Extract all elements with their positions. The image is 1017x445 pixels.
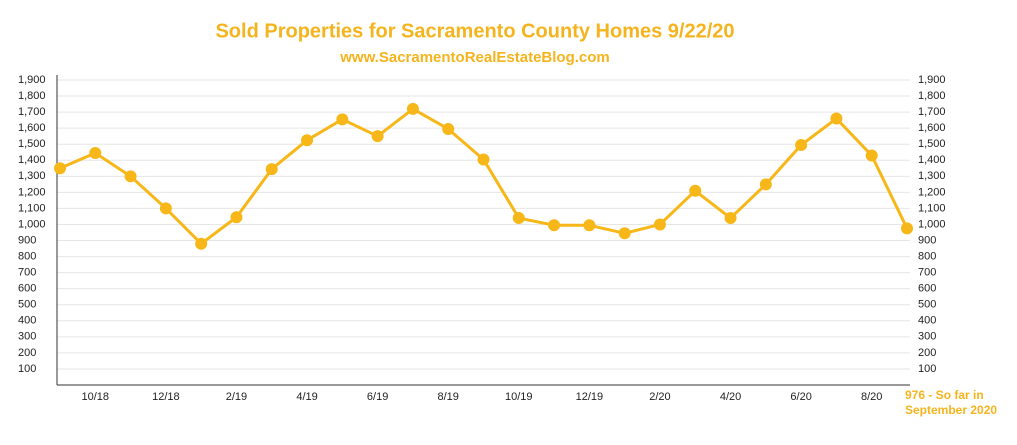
point — [89, 147, 102, 160]
point — [795, 139, 808, 152]
point — [689, 184, 702, 197]
x-tick-label: 8/19 — [437, 391, 458, 403]
point — [583, 219, 596, 232]
point — [865, 149, 878, 162]
point — [336, 113, 349, 126]
point — [830, 112, 843, 125]
y-tick-label: 600 — [18, 283, 36, 295]
y-tick-label-right: 1,100 — [918, 202, 946, 214]
x-tick-label: 6/19 — [367, 391, 388, 403]
y-tick-label-right: 1,700 — [918, 106, 946, 118]
x-tick-label: 12/18 — [152, 391, 180, 403]
x-tick-label: 2/19 — [226, 391, 247, 403]
point — [230, 211, 243, 224]
point — [195, 237, 208, 250]
y-tick-label-right: 1,600 — [918, 122, 946, 134]
y-tick-label-right: 300 — [918, 331, 936, 343]
y-tick-label-right: 100 — [918, 363, 936, 375]
y-tick-label: 200 — [18, 347, 36, 359]
annotation: September 2020 — [905, 403, 997, 417]
x-tick-label: 12/19 — [576, 391, 604, 403]
y-tick-label: 900 — [18, 234, 36, 246]
point — [724, 212, 737, 225]
y-tick-label: 1,200 — [18, 186, 46, 198]
point — [477, 153, 490, 166]
x-tick-label: 10/19 — [505, 391, 533, 403]
point — [653, 218, 666, 231]
point — [901, 222, 913, 235]
y-tick-label: 100 — [18, 363, 36, 375]
point — [406, 102, 419, 115]
chart-subtitle: www.SacramentoRealEstateBlog.com — [339, 49, 610, 66]
y-tick-label: 1,000 — [18, 218, 46, 230]
y-tick-label-right: 200 — [918, 347, 936, 359]
y-tick-label: 500 — [18, 299, 36, 311]
y-tick-label: 1,400 — [18, 154, 46, 166]
y-tick-label: 400 — [18, 315, 36, 327]
y-tick-label-right: 1,200 — [918, 186, 946, 198]
x-tick-label: 4/20 — [720, 391, 741, 403]
y-tick-label-right: 800 — [918, 250, 936, 262]
y-tick-label-right: 1,400 — [918, 154, 946, 166]
y-tick-label: 1,600 — [18, 122, 46, 134]
y-tick-label-right: 700 — [918, 267, 936, 279]
y-tick-label: 1,900 — [18, 74, 46, 86]
point — [124, 170, 137, 183]
chart-title: Sold Properties for Sacramento County Ho… — [215, 20, 734, 42]
point — [159, 202, 172, 215]
x-tick-label: 2/20 — [649, 391, 670, 403]
annotation: 976 - So far in — [905, 388, 984, 402]
y-tick-label: 1,500 — [18, 138, 46, 150]
y-tick-label-right: 600 — [918, 283, 936, 295]
y-tick-label-right: 1,500 — [918, 138, 946, 150]
point — [442, 122, 455, 135]
y-tick-label: 1,700 — [18, 106, 46, 118]
y-tick-label-right: 900 — [918, 234, 936, 246]
y-tick-label-right: 1,800 — [918, 90, 946, 102]
y-tick-label: 700 — [18, 267, 36, 279]
x-tick-label: 4/19 — [296, 391, 317, 403]
y-tick-label: 1,800 — [18, 90, 46, 102]
point — [618, 227, 631, 240]
y-tick-label-right: 1,000 — [918, 218, 946, 230]
point — [759, 178, 772, 191]
y-tick-label-right: 500 — [918, 299, 936, 311]
y-tick-label-right: 400 — [918, 315, 936, 327]
y-tick-label: 1,100 — [18, 202, 46, 214]
x-tick-label: 8/20 — [861, 391, 882, 403]
point — [548, 219, 561, 232]
x-tick-label: 10/18 — [82, 391, 110, 403]
y-tick-label: 1,300 — [18, 170, 46, 182]
y-tick-label: 800 — [18, 250, 36, 262]
point — [371, 130, 384, 143]
point — [512, 212, 525, 225]
x-tick-label: 6/20 — [790, 391, 811, 403]
y-tick-label-right: 1,900 — [918, 74, 946, 86]
point — [265, 163, 278, 176]
y-tick-label: 300 — [18, 331, 36, 343]
point — [54, 162, 66, 175]
point — [301, 134, 314, 147]
y-tick-label-right: 1,300 — [918, 170, 946, 182]
